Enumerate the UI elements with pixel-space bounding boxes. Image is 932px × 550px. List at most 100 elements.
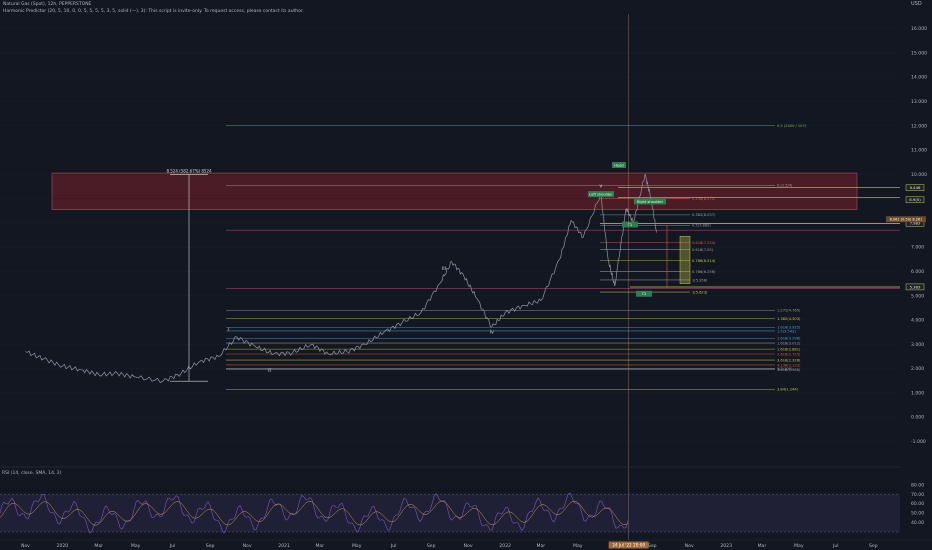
rsi-band — [0, 494, 900, 532]
time-tick-label: Nov — [21, 543, 30, 549]
fib-level-label: 4.236(2.122) — [777, 363, 801, 367]
fib-level-label: 0.618(7.254) — [692, 241, 716, 245]
time-tick-label: 2022 — [499, 543, 511, 549]
fib-level-label: 1(5.958) — [692, 278, 708, 282]
time-tick-label: May — [573, 543, 583, 549]
price-tick-label: 4.000 — [911, 318, 924, 324]
price-tag-label: 7.983 — [910, 221, 921, 226]
price-tick-label: 7.000 — [911, 245, 924, 251]
fib-level-label: 1.618(2.881) — [777, 348, 801, 352]
current-price-label: 8.061 (0.59) 8.261 — [890, 218, 923, 222]
pattern-tag-label: Head — [614, 163, 623, 167]
rsi-tick-label: 70.00 — [911, 492, 924, 498]
pattern-tag-box — [588, 191, 614, 198]
fib-level-label: 2.618(2.725) — [777, 352, 801, 356]
fib-level-label: 0.786(6.256) — [692, 270, 716, 274]
fib-level-label: 0.5(7.880) — [692, 224, 711, 228]
fib-level-label: 1.382(4.303) — [777, 317, 801, 321]
price-tick-label: 11.000 — [911, 148, 927, 154]
price-tick-label: 14.000 — [911, 75, 927, 81]
fib-level-label: 0.(1.5/4) — [777, 184, 793, 188]
rsi-tick-label: 50.00 — [911, 511, 924, 517]
pattern-tag-label: T2 — [641, 292, 646, 296]
rsi-tick-label: 60.00 — [911, 501, 924, 507]
price-tag-label: 8.9(5) — [909, 197, 921, 202]
fib-levels-layer: 0.5 (2400 / 107) 0.(1.5/4) 0.236(8.272) 0.3… — [226, 124, 900, 392]
rsi-pane: 80.00 70.00 60.00 50.00 40.00 — [0, 466, 924, 534]
time-tick-label: Mar — [94, 543, 103, 549]
fib-level-label: 1.618(3.925) — [777, 326, 801, 330]
fib-level-label: 0.382(8.037) — [692, 213, 716, 217]
price-tick-label: 15.000 — [911, 50, 927, 56]
time-tick-label: 2021 — [278, 543, 290, 549]
price-tick-label: 1.000 — [911, 390, 924, 396]
price-tick-label: 5.000 — [911, 293, 924, 299]
time-tick-label: 2020 — [57, 543, 69, 549]
fib-level-label: 1.618(3.012) — [777, 341, 801, 345]
time-tick-label: Nov — [685, 543, 694, 549]
time-tick-label: Sep — [648, 543, 657, 549]
time-tick-label: Jul — [390, 543, 397, 549]
pattern-tag-label: Right shoulder — [637, 200, 664, 204]
price-tick-label: 3.000 — [911, 342, 924, 348]
target-box — [679, 235, 691, 284]
time-tick-label: Nov — [243, 543, 252, 549]
price-tick-label: 2.000 — [911, 366, 924, 372]
rsi-line — [0, 492, 629, 534]
rsi-ma-line — [0, 500, 629, 526]
crosshair-date-label: 24 Jul '22 20:00 — [612, 543, 645, 548]
fib-level-label: 3.618(2.326) — [777, 358, 801, 362]
price-series-layer — [25, 173, 657, 383]
time-tick-label: Jul — [832, 543, 839, 549]
wave-label: iv — [490, 329, 494, 335]
time-tick-label: May — [352, 543, 362, 549]
rsi-pane-title: RSI (14, close, SMA, 14, 2) — [2, 471, 62, 476]
time-tick-label: May — [794, 543, 804, 549]
price-line — [25, 173, 657, 383]
time-tick-label: Nov — [464, 543, 473, 549]
time-tick-label: Sep — [427, 543, 436, 549]
time-tick-label: Sep — [869, 543, 878, 549]
wave-label: iii — [442, 266, 446, 272]
time-tick-label: 2023 — [720, 543, 732, 549]
grid-layer — [0, 28, 900, 442]
price-tick-label: -1.000 — [911, 439, 926, 445]
time-tick-label: Mar — [537, 543, 546, 549]
price-axis[interactable]: 16.000 15.000 14.000 13.000 12.000 11.000 10.0… — [886, 26, 927, 445]
rsi-tick-label: 40.00 — [911, 520, 924, 526]
price-tag-label: 9.446 — [910, 185, 921, 190]
price-tick-label: 6.000 — [911, 269, 924, 275]
price-tag-box — [905, 184, 925, 191]
price-tick-label: 16.000 — [911, 26, 927, 32]
currency-label: USD — [911, 1, 922, 7]
fib-level-label: 0.618(7.05) — [692, 248, 714, 252]
time-axis[interactable]: Nov 2020 Mar May Jul Sep Nov 2021 Mar May Jul Sep No… — [0, 539, 932, 549]
time-tick-label: Mar — [758, 543, 767, 549]
pattern-tag-box — [634, 198, 666, 205]
fib-level-label: 3(2.104) — [777, 367, 793, 371]
price-tick-label: 10.000 — [911, 172, 927, 178]
crosshair-date-box — [608, 541, 649, 549]
pattern-tag-label: Left shoulder — [589, 193, 613, 197]
fib-level-label: 0.236(8.272) — [692, 197, 716, 201]
rsi-tick-label: 80.00 — [911, 482, 924, 488]
fib-level-label: 1(5.623) — [692, 290, 708, 294]
price-tag-label: 5.363 — [910, 284, 921, 289]
indicator-status-line: Harmonic Predictor (20, 5, 10, 0, 0, 5, … — [3, 8, 304, 14]
time-tick-label: Mar — [315, 543, 324, 549]
fib-level-label: 0.786(6.514) — [692, 259, 716, 263]
pattern-tag-box — [636, 290, 652, 297]
pattern-tag-box — [612, 162, 626, 168]
wave-label: v — [599, 184, 602, 190]
fib-level-label: 1.618(3.298) — [777, 337, 801, 341]
fib-level-label: 3.84(1.144) — [777, 388, 799, 392]
pattern-tag-box — [622, 221, 638, 228]
supply-zone — [51, 172, 858, 210]
price-tag-box — [905, 196, 925, 204]
chart-symbol-title: Natural Gas (Spot), 12h, PEPPERSTONE — [3, 2, 92, 7]
fib-level-label: 1.5(3.543) — [777, 329, 796, 333]
price-tag-box — [905, 283, 925, 291]
pattern-tag-label: T1 — [627, 223, 632, 227]
fib-level-label: 0.5 (2400 / 107) — [777, 124, 807, 128]
